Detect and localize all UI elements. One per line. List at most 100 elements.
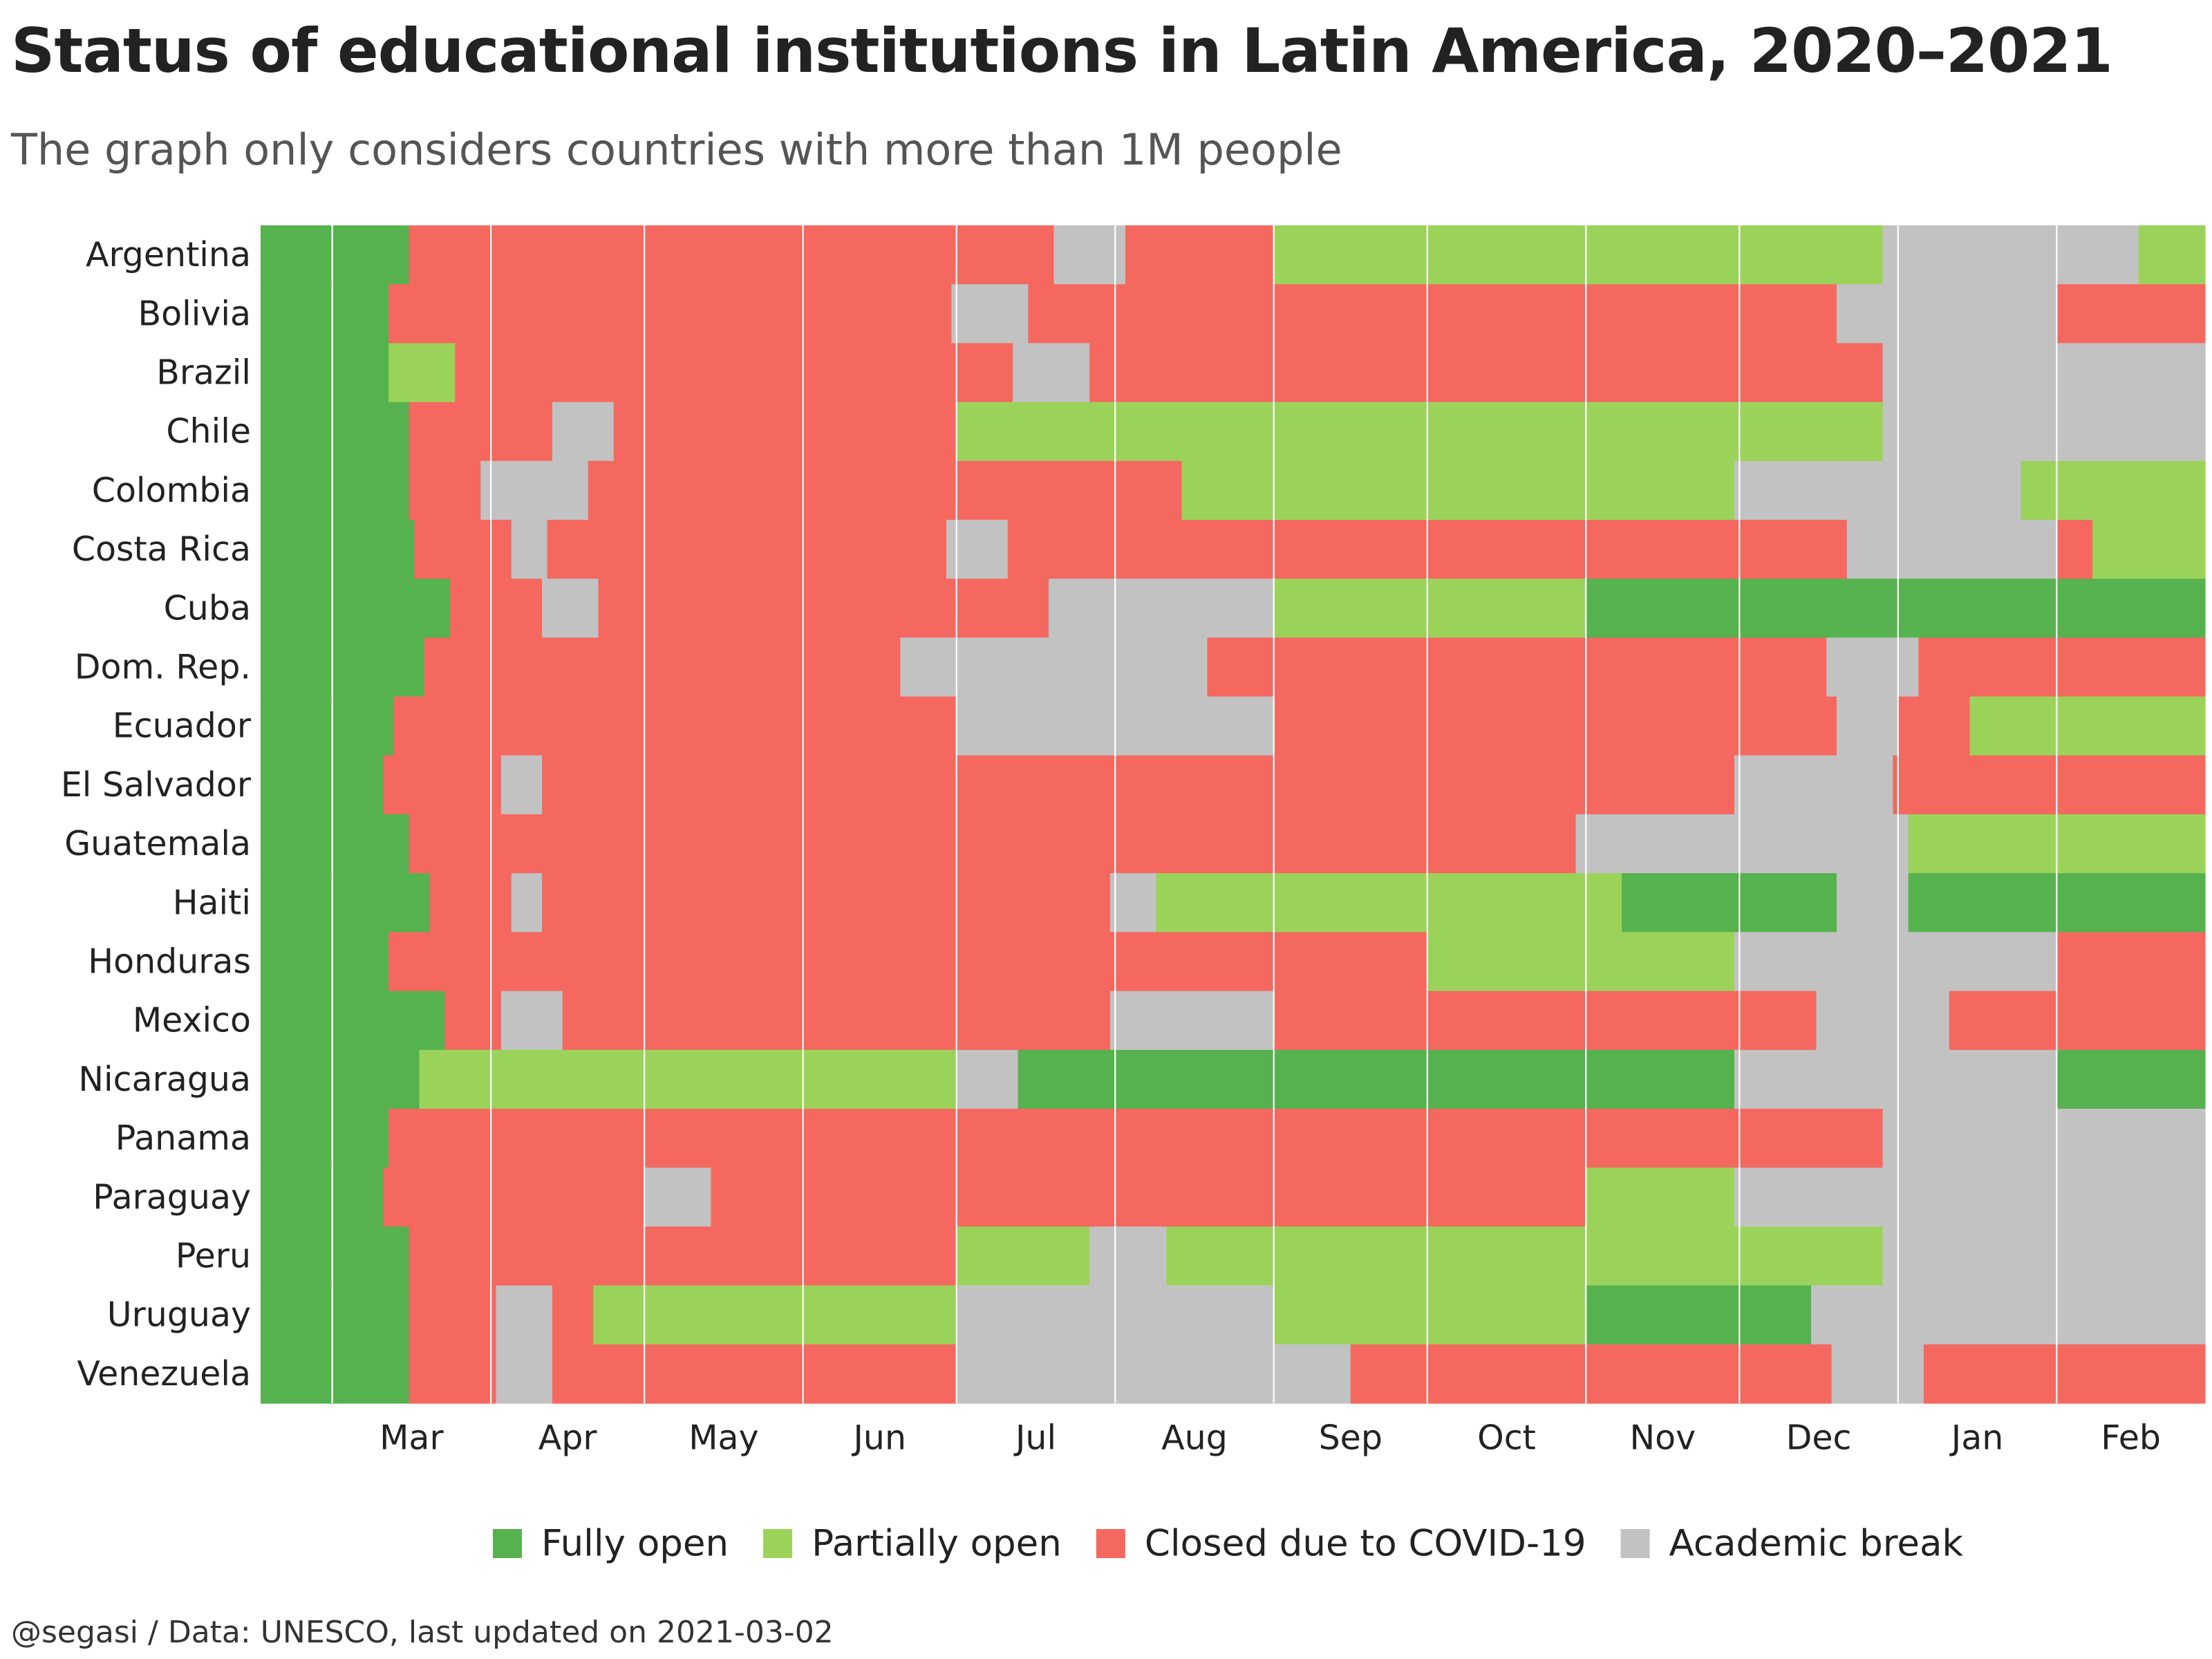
cell-el-salvador-closed	[1893, 755, 2206, 815]
cell-el-salvador-closed	[542, 755, 1735, 815]
cell-bolivia-fully	[261, 284, 389, 344]
cell-costa-rica-partial	[2092, 520, 2206, 579]
cell-mexico-break	[1816, 991, 1950, 1051]
legend-label-fully: Fully open	[541, 1523, 729, 1565]
cell-dom-rep--break	[1826, 637, 1920, 697]
cell-venezuela-break	[1831, 1344, 1924, 1404]
cell-panama-fully	[261, 1109, 389, 1168]
cell-chile-partial	[956, 402, 1884, 462]
month-tick-label: Sep	[1319, 1418, 1382, 1458]
month-tick-label: Jul	[1013, 1418, 1056, 1458]
cell-colombia-fully	[261, 460, 410, 521]
cell-brazil-closed	[455, 343, 1013, 403]
month-tick-label: Apr	[538, 1418, 598, 1458]
cell-dom-rep--closed	[1207, 637, 1827, 697]
country-label: Haiti	[173, 883, 251, 922]
country-label: Colombia	[92, 471, 251, 510]
cell-nicaragua-fully	[2056, 1049, 2206, 1109]
cell-panama-break	[1882, 1109, 2206, 1168]
cell-venezuela-break	[956, 1344, 1351, 1404]
cell-venezuela-closed	[409, 1344, 497, 1404]
legend-label-closed: Closed due to COVID-19	[1145, 1523, 1586, 1565]
cell-mexico-closed	[1273, 991, 1817, 1051]
cell-haiti-break	[1837, 873, 1909, 932]
cell-argentina-closed	[1125, 225, 1275, 285]
cell-ecuador-closed	[393, 696, 957, 756]
country-label: Ecuador	[113, 706, 252, 746]
cell-uruguay-closed	[409, 1285, 497, 1345]
cell-mexico-break	[1109, 991, 1275, 1051]
cell-mexico-fully	[261, 991, 446, 1051]
country-axis: Argentina Bolivia Brazil Chile Colombia Costa…	[61, 235, 252, 1394]
cell-peru-closed	[409, 1226, 957, 1286]
cell-guatemala-break	[1575, 814, 1909, 874]
cell-mexico-closed	[1949, 991, 2206, 1051]
cell-ecuador-fully	[261, 696, 395, 756]
cell-colombia-closed	[588, 460, 1183, 521]
cell-honduras-break	[1734, 932, 2057, 992]
month-tick-label: Aug	[1161, 1418, 1228, 1458]
cell-bolivia-break	[951, 284, 1029, 344]
cell-bolivia-break	[1837, 284, 2057, 344]
cell-venezuela-closed	[552, 1344, 957, 1404]
cell-nicaragua-fully	[1018, 1049, 1735, 1109]
cell-venezuela-break	[496, 1344, 553, 1404]
cell-peru-fully	[261, 1226, 410, 1286]
cell-venezuela-closed	[1923, 1344, 2206, 1404]
cell-costa-rica-fully	[261, 520, 415, 579]
month-gridlines	[331, 225, 2058, 1403]
cell-argentina-partial	[1273, 225, 1884, 285]
cell-uruguay-fully	[1586, 1285, 1812, 1345]
cell-argentina-fully	[261, 225, 410, 285]
cell-dom-rep--fully	[261, 637, 425, 697]
cell-nicaragua-break	[956, 1049, 1019, 1109]
legend-swatch-fully	[493, 1529, 522, 1558]
country-label: Chile	[166, 412, 251, 451]
cell-uruguay-partial	[593, 1285, 957, 1345]
cell-uruguay-partial	[1273, 1285, 1586, 1345]
cell-uruguay-break	[496, 1285, 553, 1345]
cell-paraguay-fully	[261, 1168, 384, 1227]
cell-mexico-closed	[444, 991, 502, 1051]
cell-haiti-closed	[429, 873, 512, 932]
cell-uruguay-fully	[261, 1285, 410, 1345]
cell-paraguay-break	[1734, 1168, 2206, 1227]
month-tick-label: Nov	[1629, 1418, 1696, 1458]
country-label: Panama	[115, 1118, 251, 1158]
cell-cuba-fully	[1586, 579, 2206, 638]
cell-brazil-partial	[388, 343, 456, 403]
cell-ecuador-partial	[1969, 696, 2206, 756]
month-tick-label: May	[688, 1418, 758, 1458]
cell-guatemala-fully	[261, 814, 410, 874]
cell-uruguay-break	[1811, 1285, 2206, 1345]
cell-bolivia-closed	[1028, 284, 1837, 344]
cell-cuba-closed	[598, 579, 1049, 638]
month-axis: Mar Apr May Jun Jul Aug Sep Oct Nov Dec Jan Feb	[379, 1418, 2161, 1458]
legend-label-partial: Partially open	[812, 1523, 1062, 1565]
cell-dom-rep--closed	[424, 637, 901, 697]
source-caption: @segasi / Data: UNESCO, last updated on …	[11, 1615, 834, 1650]
cell-cuba-break	[542, 579, 599, 638]
country-label: Guatemala	[64, 824, 251, 863]
country-label: Dom. Rep.	[75, 648, 251, 687]
cell-paraguay-closed	[383, 1168, 645, 1227]
cell-argentina-break	[1053, 225, 1126, 285]
legend-swatch-partial	[763, 1529, 793, 1558]
cell-mexico-closed	[562, 991, 1111, 1051]
cell-haiti-break	[511, 873, 543, 932]
chart-subtitle: The graph only considers countries with …	[11, 124, 1342, 175]
cell-paraguay-break	[644, 1168, 712, 1227]
cell-peru-partial	[956, 1226, 1090, 1286]
cell-venezuela-fully	[261, 1344, 410, 1404]
legend-swatch-closed	[1096, 1529, 1125, 1558]
legend-swatch-break	[1620, 1529, 1650, 1558]
cell-dom-rep--break	[900, 637, 1208, 697]
cell-honduras-closed	[2056, 932, 2206, 992]
country-label: Venezuela	[77, 1354, 251, 1394]
country-label: Costa Rica	[72, 529, 251, 569]
cell-paraguay-closed	[711, 1168, 1586, 1227]
country-label: El Salvador	[61, 765, 252, 805]
country-label: Nicaragua	[78, 1060, 251, 1099]
cell-peru-break	[1882, 1226, 2206, 1286]
month-tick-label: Dec	[1786, 1418, 1852, 1458]
